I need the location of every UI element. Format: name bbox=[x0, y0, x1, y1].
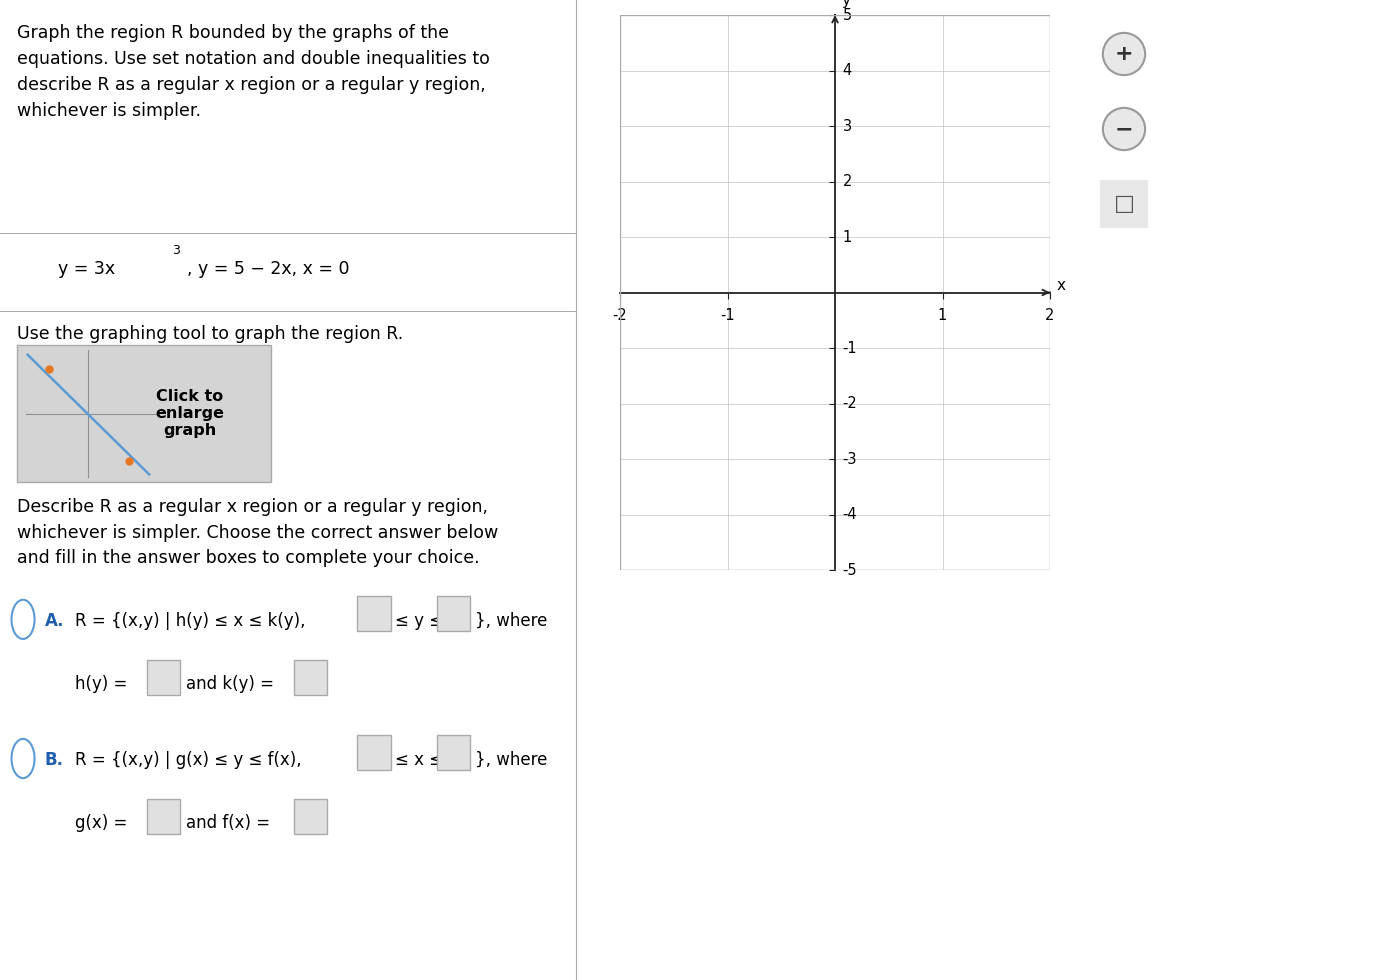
Text: R = {(x,y) | h(y) ≤ x ≤ k(y),: R = {(x,y) | h(y) ≤ x ≤ k(y), bbox=[75, 612, 305, 629]
Text: ≤ x ≤: ≤ x ≤ bbox=[396, 751, 443, 768]
Text: }, where: }, where bbox=[475, 751, 547, 768]
Text: Use the graphing tool to graph the region R.: Use the graphing tool to graph the regio… bbox=[17, 325, 404, 343]
Text: -3: -3 bbox=[843, 452, 856, 466]
Text: h(y) =: h(y) = bbox=[75, 675, 128, 693]
Bar bbox=[357, 735, 390, 770]
Bar bbox=[294, 660, 328, 695]
Text: 1: 1 bbox=[843, 229, 852, 244]
Circle shape bbox=[1103, 33, 1145, 75]
Text: 2: 2 bbox=[1045, 308, 1055, 323]
Bar bbox=[437, 735, 471, 770]
Bar bbox=[437, 596, 471, 631]
Text: and f(x) =: and f(x) = bbox=[186, 814, 271, 832]
Text: 3: 3 bbox=[843, 119, 852, 133]
Text: Graph the region R bounded by the graphs of the
equations. Use set notation and : Graph the region R bounded by the graphs… bbox=[17, 24, 490, 120]
Text: ≤ y ≤: ≤ y ≤ bbox=[396, 612, 443, 629]
Text: B.: B. bbox=[44, 751, 64, 768]
Text: Click to
enlarge
graph: Click to enlarge graph bbox=[155, 389, 223, 438]
Text: 2: 2 bbox=[843, 174, 852, 189]
Text: g(x) =: g(x) = bbox=[75, 814, 128, 832]
Text: -1: -1 bbox=[720, 308, 734, 323]
Text: 3: 3 bbox=[172, 244, 180, 257]
Text: □: □ bbox=[1113, 194, 1134, 214]
Bar bbox=[147, 799, 180, 834]
Text: R = {(x,y) | g(x) ≤ y ≤ f(x),: R = {(x,y) | g(x) ≤ y ≤ f(x), bbox=[75, 751, 301, 768]
Text: }, where: }, where bbox=[475, 612, 547, 629]
Bar bbox=[17, 345, 271, 482]
Text: A.: A. bbox=[44, 612, 64, 629]
Text: and k(y) =: and k(y) = bbox=[186, 675, 273, 693]
Text: x: x bbox=[1056, 278, 1066, 293]
Text: y: y bbox=[841, 0, 851, 9]
Bar bbox=[294, 799, 328, 834]
Text: y = 3x: y = 3x bbox=[58, 260, 115, 277]
FancyBboxPatch shape bbox=[1098, 177, 1151, 230]
Text: −: − bbox=[1115, 119, 1134, 139]
Text: -5: -5 bbox=[843, 563, 858, 577]
Text: +: + bbox=[1115, 44, 1134, 64]
Text: 5: 5 bbox=[843, 8, 852, 23]
Text: 4: 4 bbox=[843, 63, 852, 78]
Text: , y = 5 − 2x, x = 0: , y = 5 − 2x, x = 0 bbox=[187, 260, 350, 277]
Text: -2: -2 bbox=[612, 308, 627, 323]
Text: -2: -2 bbox=[843, 396, 858, 411]
Text: Describe R as a regular x region or a regular y region,
whichever is simpler. Ch: Describe R as a regular x region or a re… bbox=[17, 498, 498, 567]
Text: 1: 1 bbox=[938, 308, 947, 323]
Bar bbox=[147, 660, 180, 695]
Text: -1: -1 bbox=[843, 340, 858, 356]
Text: -4: -4 bbox=[843, 507, 858, 522]
Bar bbox=[357, 596, 390, 631]
Circle shape bbox=[1103, 108, 1145, 150]
